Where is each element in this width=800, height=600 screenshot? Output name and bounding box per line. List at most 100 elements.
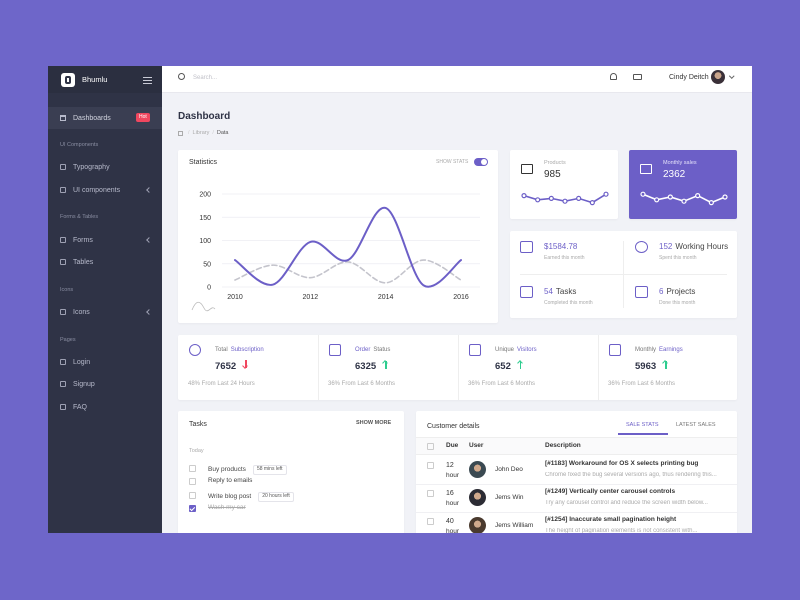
sparkline-point	[576, 195, 582, 202]
table-header	[416, 437, 737, 455]
nav-item[interactable]: Login	[73, 358, 91, 366]
task: Write blog post 20 hours left	[208, 491, 294, 502]
card-value: 985	[544, 169, 561, 180]
mail-icon	[633, 74, 642, 80]
stat-icon	[329, 344, 341, 356]
y-tick-label: 0	[207, 285, 211, 292]
task-tag: 58 mins left	[252, 464, 287, 475]
tab[interactable]: SALE STATS	[626, 422, 659, 429]
sparkline-point	[681, 198, 687, 204]
sparkline-point	[695, 192, 701, 199]
user-avatar	[469, 517, 486, 533]
search-icon	[178, 73, 185, 80]
divider	[458, 335, 459, 400]
menu-icon	[143, 77, 152, 79]
nav-item[interactable]: Typography	[73, 163, 110, 171]
stat-foot: 36% From Last 6 Months	[608, 381, 676, 387]
checkbox[interactable]	[189, 505, 196, 512]
stat-highlight: Earnings	[659, 347, 683, 353]
nav-icon	[60, 309, 66, 315]
nav-icon	[60, 404, 66, 410]
row-divider	[416, 512, 737, 513]
home-icon	[178, 131, 183, 136]
task-tag: 20 hours left	[258, 491, 294, 502]
nav-section: UI Components	[60, 142, 99, 149]
checkbox	[427, 490, 434, 497]
bell-icon	[610, 73, 617, 80]
nav-icon	[60, 259, 66, 265]
sparkline-point	[640, 191, 646, 197]
card-title: Tasks	[189, 420, 207, 428]
nav-item[interactable]: Icons	[73, 308, 90, 316]
card-title: Statistics	[189, 158, 218, 166]
issue-title: [#1254] Inaccurate small pagination heig…	[545, 515, 677, 523]
sparkline-point	[562, 198, 568, 204]
series-line	[234, 206, 462, 288]
info-icon	[520, 241, 533, 253]
stat-foot: 36% From Last 6 Months	[468, 381, 536, 387]
checkbox[interactable]	[189, 491, 196, 499]
sparkline-point	[708, 199, 714, 206]
stat-value: 6325	[355, 360, 388, 373]
due: 16	[446, 489, 454, 497]
task: Reply to emails	[208, 478, 252, 485]
info-icon	[520, 286, 533, 298]
window: Bhumlu Dashboards Hot UI Components Typograp…	[48, 66, 752, 533]
toggle-label: SHOW STATS	[436, 158, 469, 165]
stat-label: Total Subscription	[215, 347, 264, 353]
info-sub: Earned this month	[544, 254, 585, 261]
stat-number: 7652	[215, 361, 237, 373]
info-number: $1584.78	[544, 242, 578, 251]
card	[629, 150, 737, 219]
separator: /	[188, 130, 190, 137]
divider	[520, 274, 727, 275]
due: 40	[446, 517, 454, 525]
stat-label: Unique Visitors	[495, 347, 537, 353]
nav-icon	[60, 237, 66, 243]
info-number: 6	[659, 287, 664, 296]
nav-item[interactable]: Signup	[73, 380, 95, 388]
user-name: John Deo	[495, 465, 523, 473]
card-title: Customer details	[427, 422, 480, 430]
stat-highlight: Subscription	[230, 347, 264, 353]
stat-label-text: Monthly	[635, 347, 657, 353]
info-value: 152 Working Hours	[659, 243, 728, 251]
badge-text: Hot	[139, 114, 147, 120]
menu-icon	[143, 83, 152, 85]
stat-label: Monthly Earnings	[635, 347, 683, 353]
show-more[interactable]: SHOW MORE	[356, 420, 392, 427]
nav-item[interactable]: Dashboards	[73, 114, 111, 122]
checkbox[interactable]	[189, 464, 196, 472]
info-icon	[635, 286, 648, 298]
stat-number: 6325	[355, 361, 377, 373]
sparkline	[521, 191, 609, 206]
stat-icon	[469, 344, 481, 356]
card	[178, 411, 404, 533]
info-text: Tasks	[555, 287, 577, 296]
stat-highlight: Order	[355, 347, 371, 353]
user-name[interactable]: Cindy Deitch	[669, 73, 709, 81]
page-title: Dashboard	[178, 111, 231, 122]
user-avatar	[469, 461, 486, 478]
nav-item[interactable]: FAQ	[73, 403, 88, 411]
search-input[interactable]: Search...	[193, 75, 218, 81]
issue-body: Try any carousel control and reduce the …	[545, 500, 708, 506]
breadcrumb-item: Data	[216, 130, 229, 137]
nav-item[interactable]: UI components	[73, 186, 121, 194]
sparkline-point	[535, 197, 541, 203]
due-unit: hour	[446, 471, 460, 479]
nav-item[interactable]: Forms	[73, 236, 93, 244]
due: 12	[446, 461, 454, 469]
info-text: Projects	[666, 287, 696, 296]
arrow-down	[242, 360, 248, 370]
stat-number: 5963	[635, 361, 657, 373]
column-header: Due	[446, 441, 459, 449]
nav-item[interactable]: Tables	[73, 258, 94, 266]
x-tick-label: 2012	[303, 294, 319, 301]
tab[interactable]: LATEST SALES	[676, 422, 716, 429]
checkbox[interactable]	[189, 478, 196, 485]
issue-title: [#1183] Workaround for OS X selects prin…	[545, 459, 699, 467]
stat-label-text: Unique	[495, 347, 515, 353]
info-number: 54	[544, 287, 553, 296]
